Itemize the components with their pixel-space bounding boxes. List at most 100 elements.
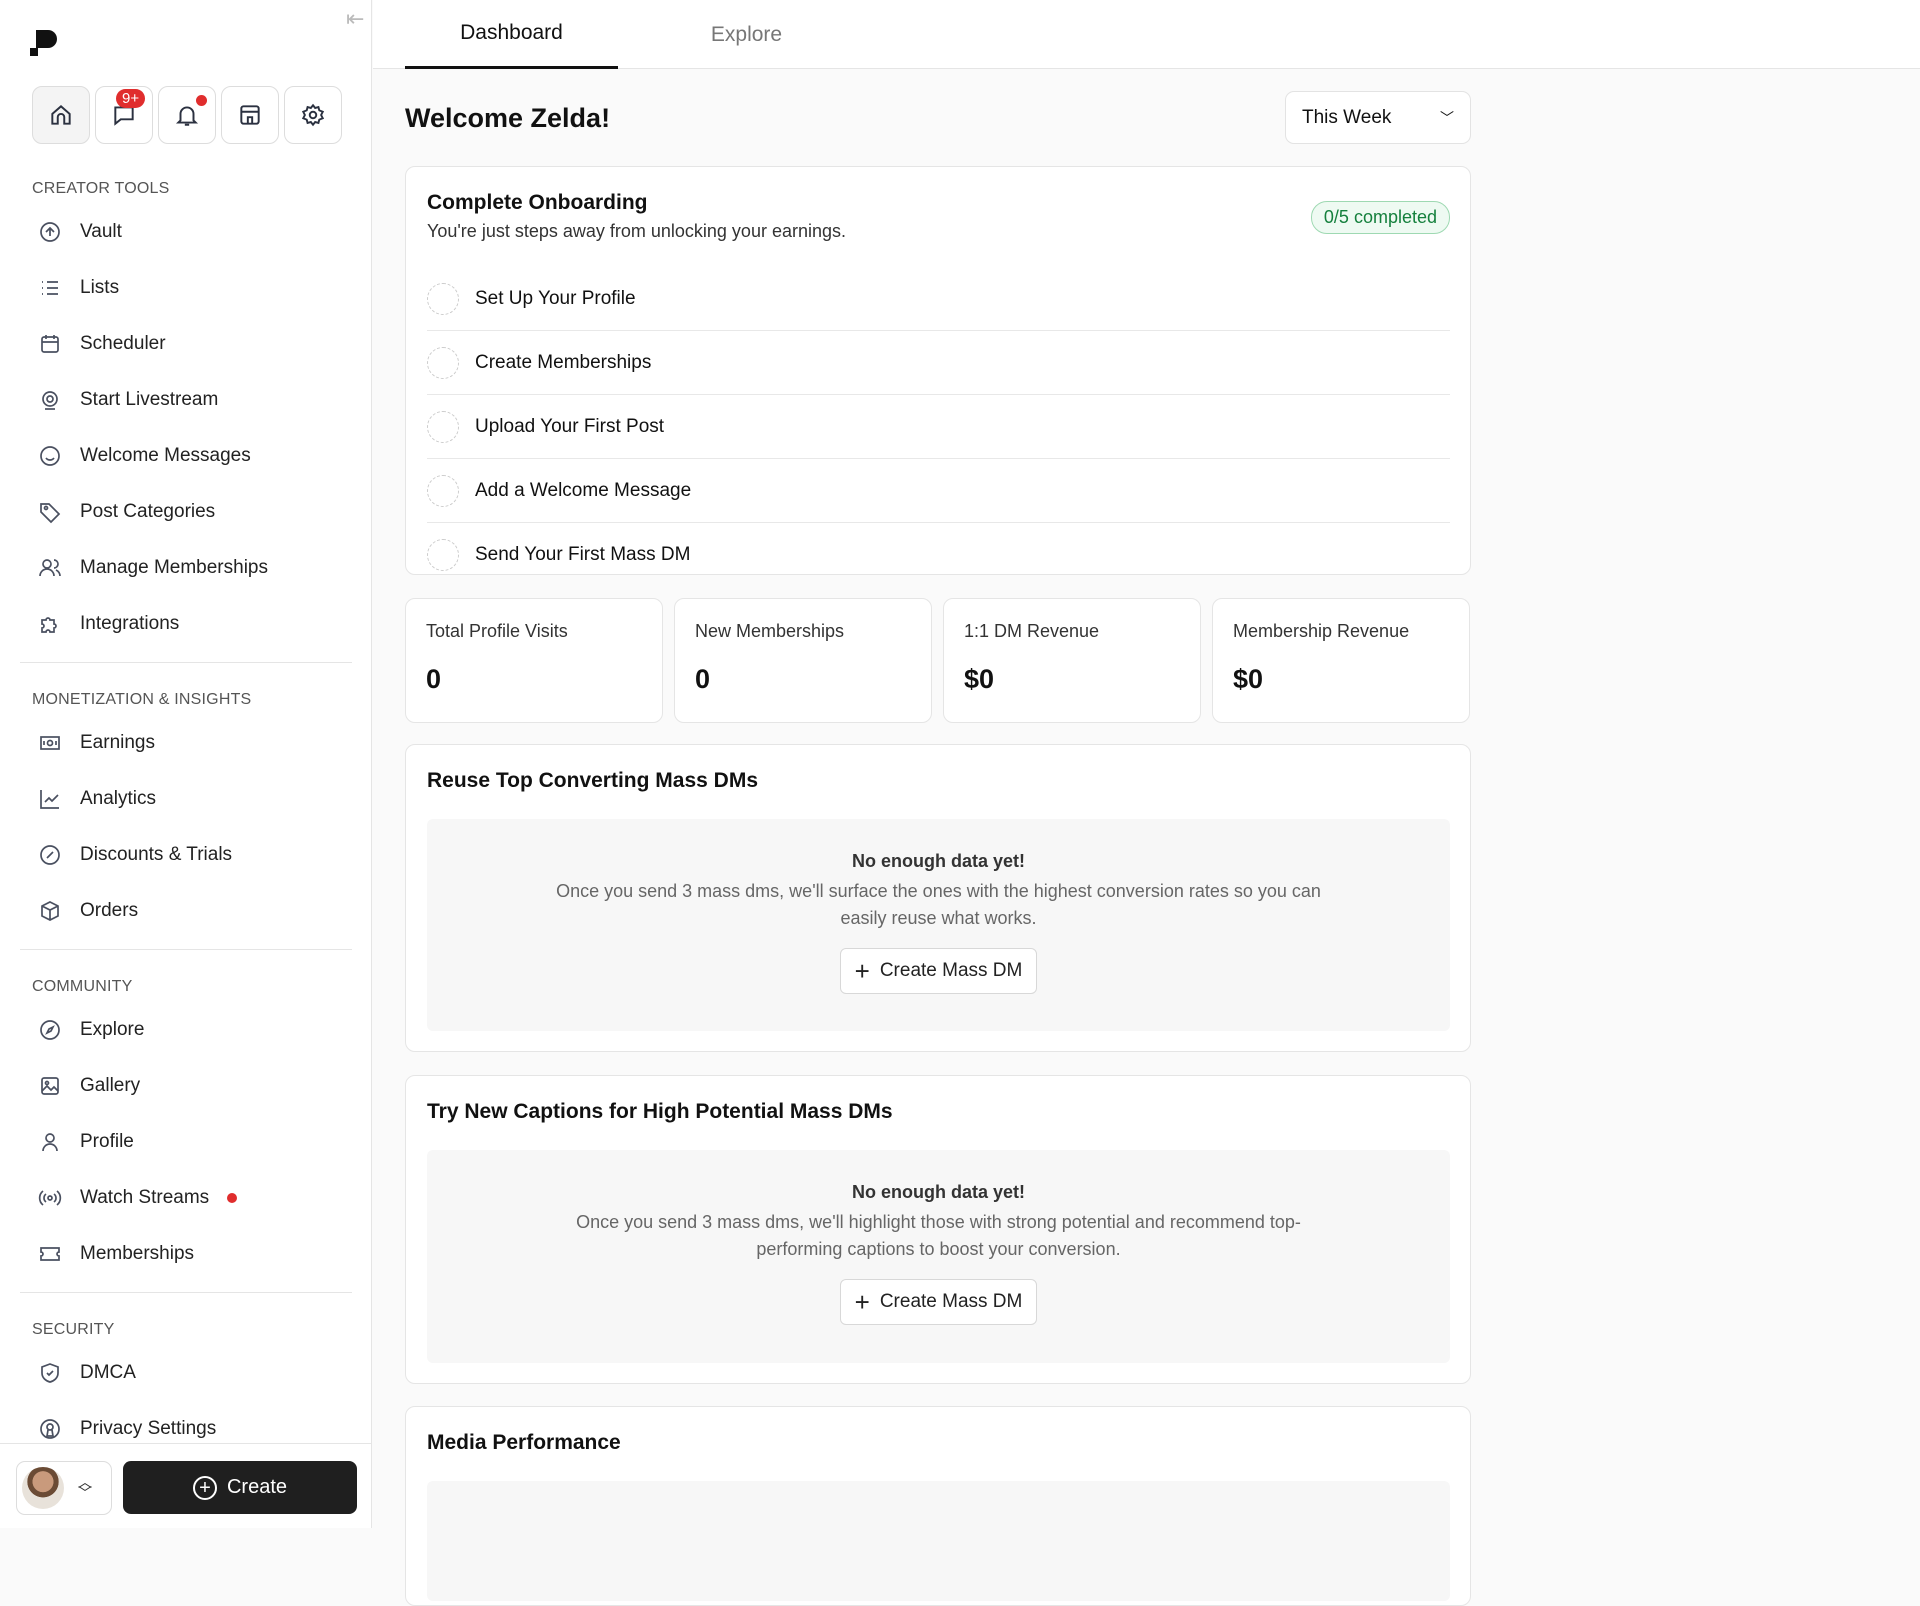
sidebar-item-gallery[interactable]: Gallery [0,1058,371,1114]
onboarding-step[interactable]: Send Your First Mass DM [427,523,1450,587]
onboarding-step[interactable]: Set Up Your Profile [427,267,1450,331]
sidebar-item-profile[interactable]: Profile [0,1114,371,1170]
sidebar-item-label: Post Categories [80,501,216,522]
user-icon [42,1133,58,1152]
sidebar-item-privacy-settings[interactable]: Privacy Settings [0,1401,371,1457]
sidebar-item-label: Earnings [80,732,155,753]
sidebar-item-watch-streams[interactable]: Watch Streams [0,1170,371,1226]
plus-icon: + [854,1286,870,1317]
create-label: Create [226,1476,288,1498]
sidebar-item-memberships[interactable]: Memberships [0,1226,371,1282]
sidebar-item-welcome-messages[interactable]: Welcome Messages [0,428,371,484]
sidebar-item-label: Watch Streams [80,1187,210,1208]
vault-icon [40,222,60,242]
card-title: Reuse Top Converting Mass DMs [427,769,758,792]
step-status-icon [427,474,459,507]
bell-icon [175,106,199,126]
chart-icon [40,790,59,809]
plus-icon: + [854,955,870,986]
media-performance-card: Media Performance [405,1406,1471,1606]
sidebar-item-explore[interactable]: Explore [0,1002,371,1058]
create-mass-dm-button[interactable]: + Create Mass DM [839,948,1038,994]
stat-value: $0 [964,664,995,694]
captions-card: Try New Captions for High Potential Mass… [405,1075,1471,1384]
create-button[interactable]: + Create [123,1461,357,1514]
sidebar-item-label: Lists [80,277,120,298]
avatar [22,1467,64,1509]
create-mass-dm-button[interactable]: + Create Mass DM [839,1279,1038,1325]
settings-button[interactable] [284,86,342,144]
period-select[interactable]: This Week ﹀ [1285,91,1471,144]
divider [20,949,352,950]
onboarding-step[interactable]: Upload Your First Post [427,395,1450,459]
sidebar-item-lists[interactable]: Lists [0,260,371,316]
step-status-icon [427,410,459,443]
sidebar-item-integrations[interactable]: Integrations [0,596,371,652]
empty-state: No enough data yet! Once you send 3 mass… [427,1150,1450,1363]
sidebar-item-label: Scheduler [80,333,166,354]
tab-dashboard[interactable]: Dashboard [405,0,618,69]
sidebar-item-analytics[interactable]: Analytics [0,771,371,827]
sidebar-item-label: Privacy Settings [80,1418,217,1439]
empty-text: Once you send 3 mass dms, we'll highligh… [576,1212,1301,1259]
discount-icon [40,845,60,865]
smiley-icon [40,446,60,466]
sidebar-item-earnings[interactable]: Earnings [0,715,371,771]
sidebar-item-discounts-trials[interactable]: Discounts & Trials [0,827,371,883]
sidebar-item-label: Orders [80,900,139,921]
stat-label: Total Profile Visits [426,621,568,641]
stat-label: New Memberships [695,621,845,641]
progress-badge: 0/5 completed [1310,201,1450,234]
home-icon [51,105,71,125]
sidebar-item-scheduler[interactable]: Scheduler [0,316,371,372]
cash-icon [40,736,60,750]
reuse-mass-dms-card: Reuse Top Converting Mass DMs No enough … [405,744,1471,1052]
collapse-sidebar-icon[interactable]: ⇤ [346,6,365,31]
onboarding-step[interactable]: Add a Welcome Message [427,459,1450,523]
section-heading: COMMUNITY [32,978,133,995]
stat-card: 1:1 DM Revenue $0 [943,598,1201,723]
section-heading: SECURITY [32,1321,115,1338]
notification-dot [196,95,207,106]
sidebar-item-label: Manage Memberships [80,557,268,578]
sidebar-item-orders[interactable]: Orders [0,883,371,939]
sidebar-item-label: Vault [80,221,122,242]
stat-label: 1:1 DM Revenue [964,621,1100,641]
account-switcher[interactable]: ︿ ﹀ [16,1461,112,1515]
home-button[interactable] [32,86,90,144]
sidebar-item-manage-memberships[interactable]: Manage Memberships [0,540,371,596]
logo [30,30,57,56]
sidebar-item-start-livestream[interactable]: Start Livestream [0,372,371,428]
image-icon [41,1077,59,1095]
sidebar: ⇤ 9+ CREATOR TOOLS Vault Lists Scheduler Sta… [0,0,372,1528]
messages-button[interactable]: 9+ [95,86,153,144]
sidebar-item-post-categories[interactable]: Post Categories [0,484,371,540]
sidebar-item-label: Analytics [80,788,157,809]
onboarding-step[interactable]: Create Memberships [427,331,1450,395]
sidebar-item-dmca[interactable]: DMCA [0,1345,371,1401]
sidebar-item-label: Explore [80,1019,145,1040]
empty-text: Once you send 3 mass dms, we'll surface … [556,881,1321,928]
sidebar-item-label: Start Livestream [80,389,219,410]
webcam-icon [42,391,58,410]
sidebar-item-vault[interactable]: Vault [0,204,371,260]
step-label: Send Your First Mass DM [475,544,691,565]
section-heading: MONETIZATION & INSIGHTS [32,691,252,708]
calendar-icon [41,335,59,353]
stat-value: 0 [695,664,711,694]
step-label: Add a Welcome Message [475,479,692,501]
sidebar-item-label: Discounts & Trials [80,844,233,865]
notifications-button[interactable] [158,86,216,144]
list-icon [42,281,58,295]
tab-explore[interactable]: Explore [710,22,783,46]
onboarding-card: Complete Onboarding You're just steps aw… [405,166,1471,575]
button-label: Create Mass DM [879,1291,1023,1312]
store-button[interactable] [221,86,279,144]
broadcast-icon [38,1190,62,1206]
messages-badge: 9+ [116,89,146,108]
sidebar-nav: CREATOR TOOLS Vault Lists Scheduler Start Li… [0,170,371,1457]
sidebar-item-label: Welcome Messages [80,445,251,466]
stat-card: New Memberships 0 [674,598,932,723]
step-label: Set Up Your Profile [475,287,636,309]
tag-icon [40,503,61,524]
